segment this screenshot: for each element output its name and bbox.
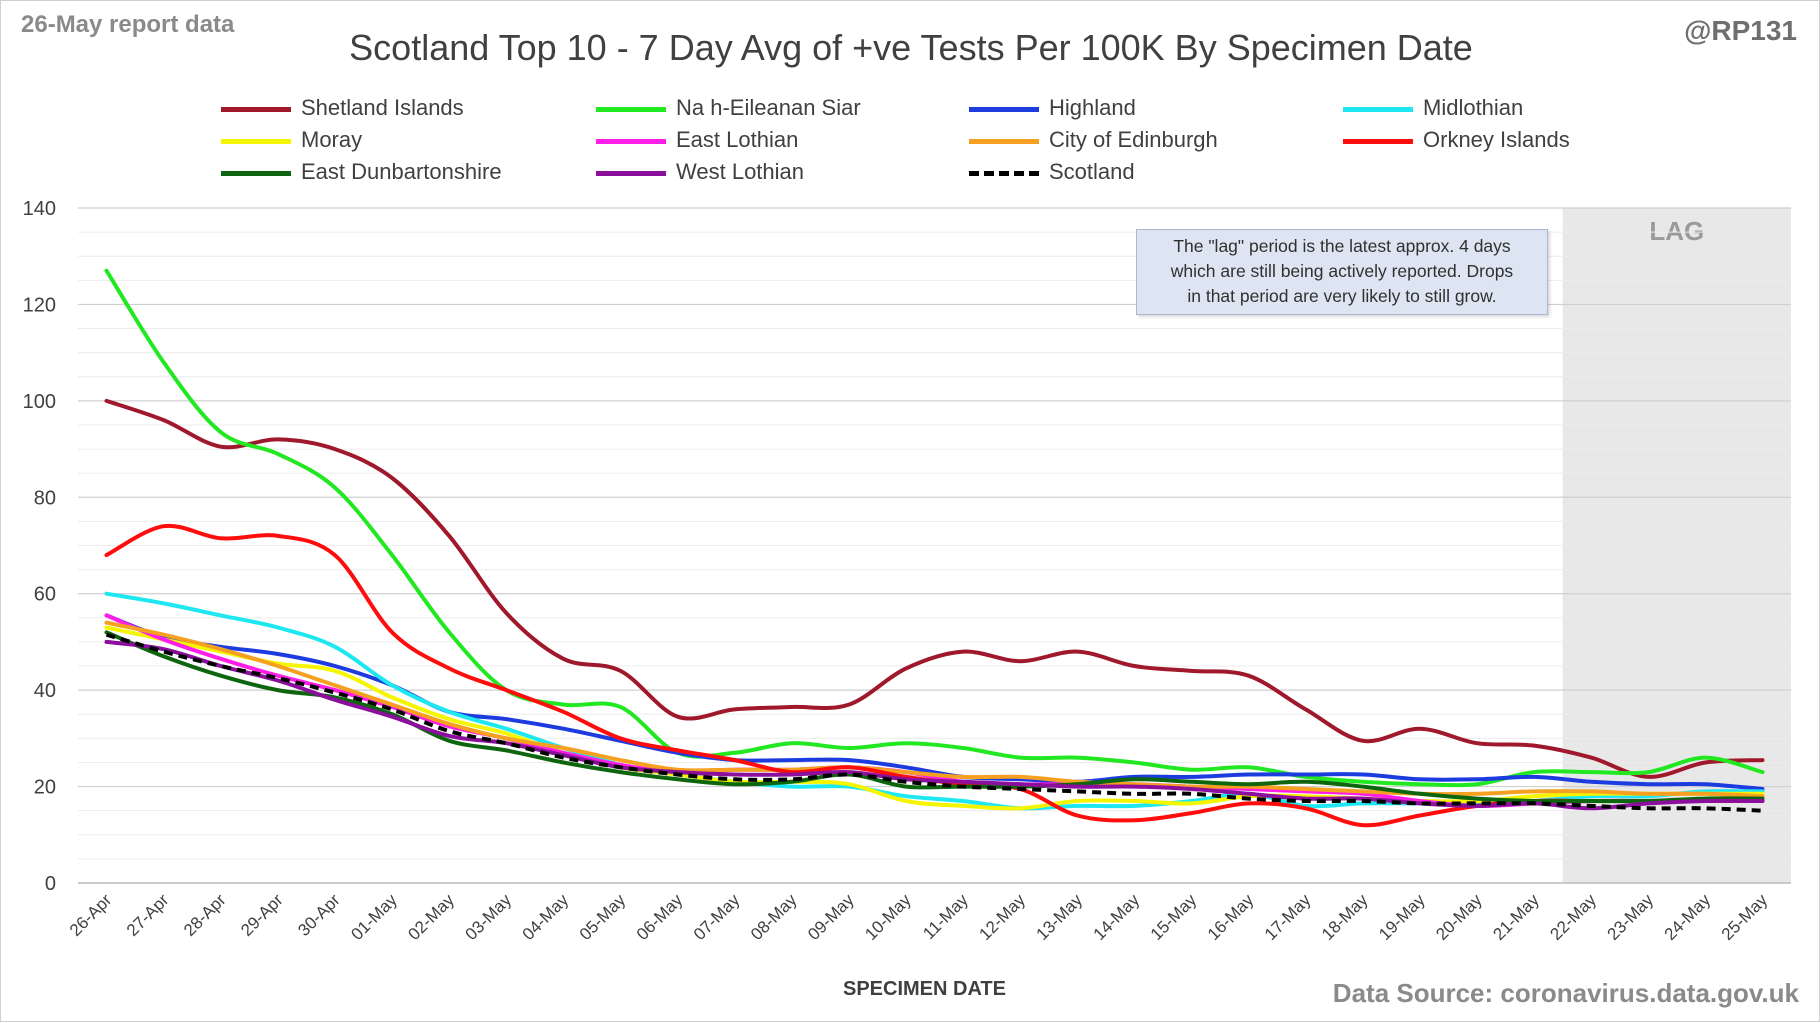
legend-label: Orkney Islands (1423, 127, 1570, 152)
x-tick-label: 18-May (1318, 890, 1372, 944)
y-tick-label: 140 (23, 198, 56, 220)
author-handle: @RP131 (1684, 15, 1797, 46)
x-tick-label: 07-May (690, 890, 744, 944)
series-line-scotland (105, 632, 1763, 813)
chart-title: Scotland Top 10 - 7 Day Avg of +ve Tests… (349, 27, 1473, 68)
y-tick-label: 80 (34, 487, 56, 509)
x-tick-label: 28-Apr (180, 890, 230, 940)
legend-label: Moray (301, 127, 363, 152)
legend-swatch (969, 171, 1039, 176)
series-line-west-lothian (104, 639, 1765, 811)
data-source: Data Source: coronavirus.data.gov.uk (1332, 978, 1799, 1008)
legend-label: Na h-Eileanan Siar (676, 95, 861, 120)
lag-note-line: The "lag" period is the latest approx. 4… (1173, 236, 1511, 256)
x-tick-label: 27-Apr (123, 890, 173, 940)
legend-swatch (1343, 139, 1413, 144)
x-tick-label: 13-May (1033, 890, 1087, 944)
y-tick-label: 20 (34, 777, 56, 799)
x-tick-label: 08-May (747, 890, 801, 944)
x-tick-label: 17-May (1261, 890, 1315, 944)
x-axis-title: SPECIMEN DATE (843, 978, 1006, 1000)
series-line-east-dunbartonshire (104, 630, 1765, 804)
x-tick-label: 26-Apr (66, 890, 116, 940)
series-line-na-h-eileanan-siar (104, 268, 1765, 788)
legend-swatch (596, 139, 666, 144)
x-tick-label: 02-May (404, 890, 458, 944)
y-tick-label: 100 (23, 391, 56, 413)
x-tick-label: 22-May (1546, 890, 1600, 944)
legend-label: East Lothian (676, 127, 799, 152)
lag-note-line: in that period are very likely to still … (1187, 286, 1497, 306)
lag-note-box: The "lag" period is the latest approx. 4… (1136, 229, 1548, 315)
x-tick-label: 10-May (861, 890, 915, 944)
x-tick-label: 01-May (347, 890, 401, 944)
x-tick-label: 24-May (1661, 890, 1715, 944)
legend-swatch (221, 139, 291, 144)
x-tick-label: 29-Apr (237, 890, 287, 940)
x-tick-label: 23-May (1604, 890, 1658, 944)
x-tick-label: 19-May (1375, 890, 1429, 944)
legend-label: West Lothian (676, 159, 805, 184)
legend-label: Shetland Islands (301, 95, 464, 120)
series-line-midlothian (104, 591, 1765, 811)
report-date-label: 26-May report data (21, 11, 235, 38)
x-tick-label: 21-May (1489, 890, 1543, 944)
legend-swatch (221, 171, 291, 176)
legend-swatch (221, 107, 291, 112)
legend-swatch (969, 107, 1039, 112)
y-tick-label: 40 (34, 680, 56, 702)
x-tick-label: 11-May (919, 890, 972, 943)
y-tick-label: 0 (45, 873, 56, 895)
x-tick-label: 16-May (1204, 890, 1258, 944)
x-tick-label: 25-May (1718, 890, 1772, 944)
x-tick-label: 14-May (1090, 890, 1144, 944)
legend-label: Scotland (1049, 159, 1135, 184)
x-tick-label: 09-May (804, 890, 858, 944)
legend-swatch (1343, 107, 1413, 112)
x-tick-label: 04-May (519, 890, 573, 944)
x-tick-label: 03-May (462, 890, 516, 944)
legend-label: Midlothian (1423, 95, 1524, 120)
x-tick-label: 15-May (1147, 890, 1201, 944)
x-tick-label: 30-Apr (294, 890, 344, 940)
x-tick-label: 05-May (576, 890, 630, 944)
y-tick-label: 60 (34, 584, 56, 606)
series-line-city-of-edinburgh (104, 620, 1765, 799)
y-tick-label: 120 (23, 294, 56, 316)
legend-label: East Dunbartonshire (301, 159, 502, 184)
legend-label: Highland (1049, 95, 1136, 120)
series-line-shetland-islands (104, 398, 1765, 779)
lag-note-line: which are still being actively reported.… (1170, 261, 1514, 281)
legend-swatch (596, 107, 666, 112)
lag-label: LAG (1649, 216, 1704, 246)
x-tick-label: 12-May (975, 890, 1029, 944)
x-tick-label: 20-May (1432, 890, 1486, 944)
legend-swatch (969, 139, 1039, 144)
legend-swatch (596, 171, 666, 176)
x-tick-label: 06-May (633, 890, 687, 944)
legend-label: City of Edinburgh (1049, 127, 1218, 152)
